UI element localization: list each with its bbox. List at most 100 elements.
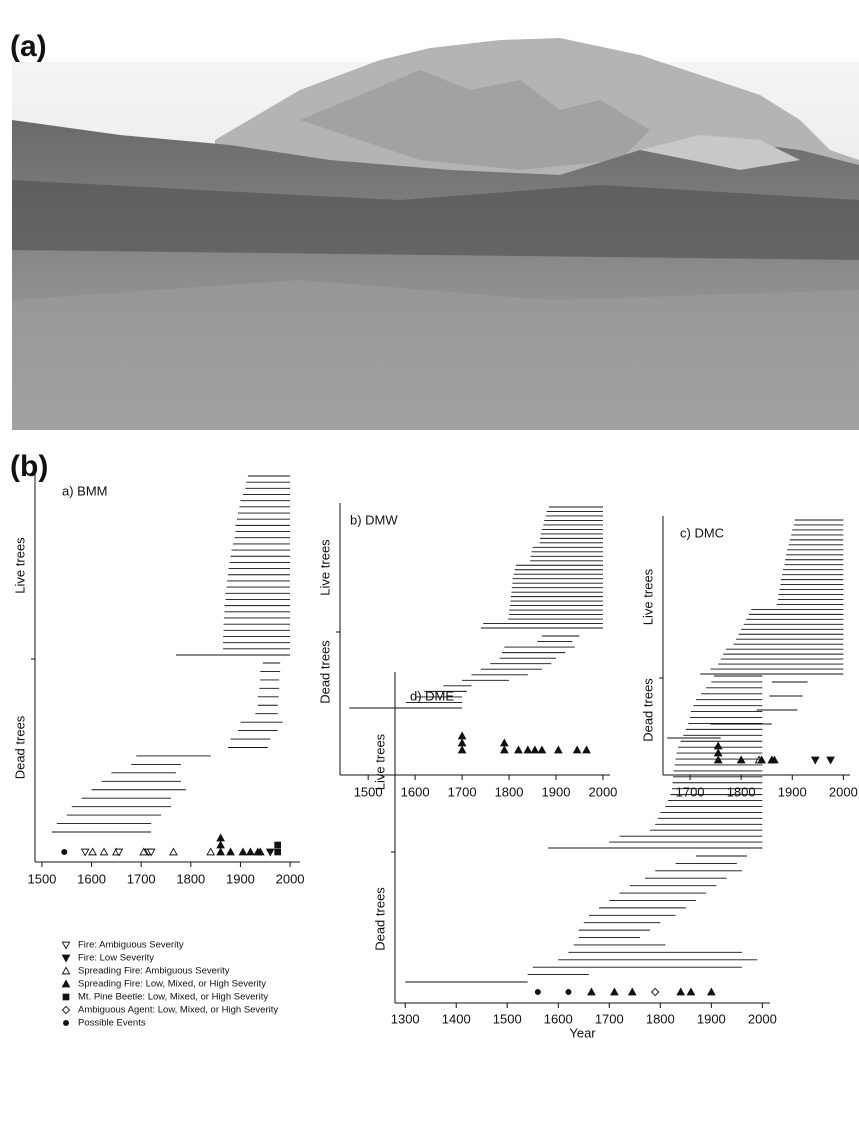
- event-marker: [514, 745, 523, 754]
- event-marker: [757, 755, 766, 764]
- event-marker: [62, 993, 70, 1001]
- x-tick-label: 1800: [495, 784, 524, 799]
- event-marker: [810, 756, 820, 765]
- event-marker: [61, 979, 71, 988]
- event-marker: [61, 1005, 71, 1015]
- y-axis-label: Live trees: [12, 537, 27, 594]
- event-marker: [537, 745, 547, 754]
- x-tick-label: 2000: [829, 784, 858, 799]
- x-axis-label: Year: [569, 1025, 596, 1040]
- event-marker: [713, 748, 723, 757]
- x-tick-label: 2000: [748, 1011, 777, 1026]
- event-marker: [736, 755, 746, 764]
- x-tick-label: 1900: [226, 871, 255, 886]
- event-marker: [499, 738, 509, 747]
- legend: Fire: Ambiguous Severity Fire: Low Severi…: [61, 940, 278, 1029]
- event-marker: [265, 848, 275, 857]
- event-marker: [706, 987, 716, 996]
- chart-title: b) DMW: [350, 512, 398, 527]
- y-axis-label: Dead trees: [12, 715, 27, 779]
- event-marker: [274, 841, 281, 849]
- event-marker: [770, 755, 779, 764]
- x-tick-label: 1900: [697, 1011, 726, 1026]
- x-tick-label: 1600: [401, 784, 430, 799]
- event-marker: [676, 987, 686, 996]
- x-tick-label: 1500: [354, 784, 383, 799]
- event-marker: [534, 989, 541, 995]
- y-axis-label: Dead trees: [372, 887, 387, 951]
- event-marker: [88, 847, 97, 856]
- event-marker: [713, 741, 723, 750]
- event-marker: [61, 954, 71, 963]
- legend-label: Mt. Pine Beetle: Low, Mixed, or High Sev…: [78, 992, 268, 1003]
- event-marker: [206, 847, 216, 856]
- event-marker: [523, 745, 533, 754]
- event-marker: [587, 987, 596, 996]
- chart-panel: c) DMC 1700 1800 1900 2000 Live trees Dead tre…: [640, 516, 858, 799]
- x-tick-label: 1300: [391, 1011, 420, 1026]
- event-marker: [457, 738, 467, 747]
- x-tick-label: 1900: [778, 784, 807, 799]
- event-marker: [169, 847, 178, 856]
- x-tick-label: 2000: [588, 784, 617, 799]
- event-marker: [627, 987, 637, 996]
- event-marker: [255, 847, 265, 856]
- y-axis-label: Live trees: [372, 733, 387, 790]
- x-tick-label: 1800: [727, 784, 756, 799]
- event-marker: [61, 849, 68, 855]
- event-marker: [582, 745, 591, 754]
- event-marker: [238, 847, 248, 856]
- event-marker: [146, 848, 156, 857]
- x-tick-label: 1700: [127, 871, 156, 886]
- event-marker: [686, 987, 696, 996]
- legend-label: Fire: Low Severity: [78, 953, 154, 964]
- x-tick-label: 1700: [448, 784, 477, 799]
- event-marker: [457, 731, 467, 740]
- chart-panel: a) BMM 1500 1600 1700 1800 1900 2000 Live trees…: [12, 472, 305, 886]
- event-marker: [274, 848, 281, 856]
- event-marker: [457, 745, 467, 754]
- photo: [12, 38, 859, 430]
- x-tick-label: 1600: [77, 871, 106, 886]
- event-marker: [61, 941, 71, 950]
- x-tick-label: 1500: [27, 871, 56, 886]
- event-marker: [80, 848, 90, 857]
- event-marker: [61, 966, 71, 975]
- chart-title: a) BMM: [62, 483, 108, 498]
- legend-label: Fire: Ambiguous Severity: [78, 940, 184, 951]
- panel-label: (b): [10, 450, 48, 483]
- x-tick-label: 1400: [442, 1011, 471, 1026]
- event-marker: [114, 848, 124, 857]
- event-marker: [553, 745, 563, 754]
- x-tick-label: 1800: [176, 871, 205, 886]
- event-marker: [216, 847, 225, 856]
- x-tick-label: 1600: [544, 1011, 573, 1026]
- panel-label: (a): [10, 30, 47, 63]
- event-marker: [565, 989, 572, 995]
- event-marker: [650, 987, 660, 997]
- x-tick-label: 1800: [646, 1011, 675, 1026]
- chart-panel: b) DMW 1500 1600 1700 1800 1900 2000 Live trees…: [317, 503, 617, 799]
- x-tick-label: 2000: [276, 871, 305, 886]
- x-tick-label: 1900: [542, 784, 571, 799]
- y-axis-label: Dead trees: [640, 678, 655, 742]
- y-axis-label: Dead trees: [317, 640, 332, 704]
- event-marker: [216, 840, 225, 849]
- event-marker: [99, 847, 109, 856]
- x-tick-label: 1700: [676, 784, 705, 799]
- x-tick-label: 1700: [595, 1011, 624, 1026]
- legend-label: Ambiguous Agent: Low, Mixed, or High Sev…: [78, 1005, 278, 1016]
- event-marker: [63, 1020, 69, 1026]
- event-marker: [499, 745, 509, 754]
- y-axis-label: Live trees: [640, 568, 655, 625]
- event-marker: [610, 987, 619, 996]
- event-marker: [139, 847, 149, 856]
- event-marker: [246, 847, 255, 856]
- x-tick-label: 1500: [493, 1011, 522, 1026]
- event-marker: [226, 847, 235, 856]
- event-marker: [530, 745, 540, 754]
- event-marker: [826, 756, 835, 765]
- event-marker: [713, 755, 723, 764]
